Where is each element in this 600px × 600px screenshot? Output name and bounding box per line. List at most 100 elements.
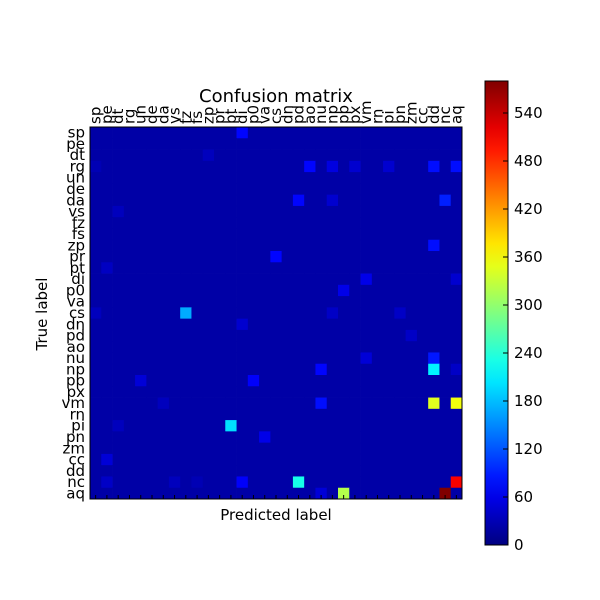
- heatmap-cell: [112, 262, 125, 274]
- heatmap-cell: [338, 318, 350, 331]
- heatmap-cell: [168, 172, 181, 184]
- x-tick-label: pd: [290, 105, 308, 124]
- heatmap-cell: [371, 205, 384, 218]
- heatmap-cell: [416, 487, 429, 500]
- heatmap-cell: [416, 375, 429, 387]
- heatmap-cell: [146, 172, 159, 184]
- heatmap-cell: [326, 375, 339, 387]
- heatmap-cell: [247, 138, 260, 150]
- heatmap-cell: [123, 318, 136, 331]
- heatmap-cell: [146, 296, 159, 308]
- heatmap-cell: [383, 386, 395, 398]
- heatmap-cell: [439, 442, 452, 455]
- heatmap-cell: [450, 239, 463, 252]
- heatmap-cell: [247, 487, 260, 500]
- heatmap-cell: [202, 205, 215, 218]
- heatmap-cell: [123, 149, 136, 162]
- heatmap-cell: [168, 138, 181, 150]
- heatmap-cell: [349, 149, 361, 162]
- heatmap-cell: [326, 420, 339, 432]
- heatmap-cell: [191, 408, 204, 421]
- heatmap-cell: [326, 307, 339, 320]
- heatmap-cell: [405, 205, 418, 218]
- heatmap-cell: [383, 228, 395, 241]
- heatmap-cell: [326, 431, 339, 444]
- heatmap-cell: [416, 183, 429, 196]
- heatmap-cell: [191, 363, 204, 376]
- heatmap-cell: [304, 262, 316, 274]
- heatmap-cell: [135, 262, 147, 274]
- heatmap-cell: [236, 217, 249, 229]
- heatmap-cell: [214, 397, 226, 410]
- heatmap-cell: [191, 431, 204, 444]
- heatmap-cell: [338, 296, 350, 308]
- heatmap-cell: [360, 149, 373, 162]
- y-tick-label: zm: [63, 439, 86, 457]
- heatmap-cell: [168, 431, 181, 444]
- heatmap-cell: [394, 262, 407, 274]
- heatmap-cell: [157, 217, 170, 229]
- heatmap-cell: [416, 307, 429, 320]
- heatmap-cell: [270, 375, 283, 387]
- heatmap-cell: [304, 183, 316, 196]
- heatmap-cell: [371, 318, 384, 331]
- heatmap-cell: [394, 341, 407, 353]
- x-tick-label: pn: [391, 105, 409, 124]
- heatmap-cell: [360, 228, 373, 241]
- heatmap-cell: [371, 307, 384, 320]
- heatmap-cell: [270, 318, 283, 331]
- heatmap-cell: [405, 341, 418, 353]
- heatmap-cell: [135, 183, 147, 196]
- heatmap-cell: [416, 431, 429, 444]
- heatmap-cell: [270, 251, 283, 263]
- heatmap-cell: [326, 172, 339, 184]
- heatmap-cell: [439, 194, 452, 207]
- heatmap-cell: [123, 307, 136, 320]
- heatmap-cell: [338, 205, 350, 218]
- heatmap-cell: [405, 408, 418, 421]
- heatmap-cell: [157, 172, 170, 184]
- heatmap-cell: [202, 172, 215, 184]
- heatmap-cell: [168, 239, 181, 252]
- heatmap-cell: [360, 487, 373, 500]
- heatmap-cell: [428, 228, 440, 241]
- heatmap-cell: [326, 386, 339, 398]
- heatmap-cell: [191, 296, 204, 308]
- heatmap-cell: [304, 127, 316, 139]
- heatmap-cell: [292, 487, 305, 500]
- heatmap-cell: [225, 431, 237, 444]
- heatmap-cell: [168, 296, 181, 308]
- heatmap-cell: [416, 420, 429, 432]
- heatmap-cell: [214, 239, 226, 252]
- heatmap-cell: [450, 352, 463, 365]
- heatmap-cell: [123, 329, 136, 342]
- heatmap-cell: [90, 228, 102, 241]
- heatmap-cell: [157, 431, 170, 444]
- heatmap-cell: [270, 273, 283, 286]
- y-axis-label: True label: [33, 278, 51, 352]
- heatmap-cell: [225, 228, 237, 241]
- heatmap-cell: [247, 127, 260, 139]
- heatmap-cell: [180, 205, 192, 218]
- heatmap-cell: [90, 465, 102, 477]
- heatmap-cell: [405, 476, 418, 489]
- heatmap-cell: [383, 442, 395, 455]
- heatmap-cell: [146, 363, 159, 376]
- heatmap-cell: [349, 262, 361, 274]
- heatmap-cell: [225, 442, 237, 455]
- heatmap-cell: [360, 262, 373, 274]
- heatmap-cell: [383, 431, 395, 444]
- heatmap-cell: [450, 341, 463, 353]
- heatmap-cell: [405, 431, 418, 444]
- y-tick-label: vm: [62, 394, 86, 412]
- heatmap-cell: [281, 329, 294, 342]
- heatmap-cell: [383, 251, 395, 263]
- heatmap-cell: [270, 262, 283, 274]
- heatmap-cell: [349, 251, 361, 263]
- heatmap-cell: [394, 408, 407, 421]
- x-tick-label: di: [233, 110, 251, 124]
- heatmap-cell: [202, 239, 215, 252]
- heatmap-cell: [135, 127, 147, 139]
- heatmap-cell: [416, 465, 429, 477]
- heatmap-cell: [371, 160, 384, 173]
